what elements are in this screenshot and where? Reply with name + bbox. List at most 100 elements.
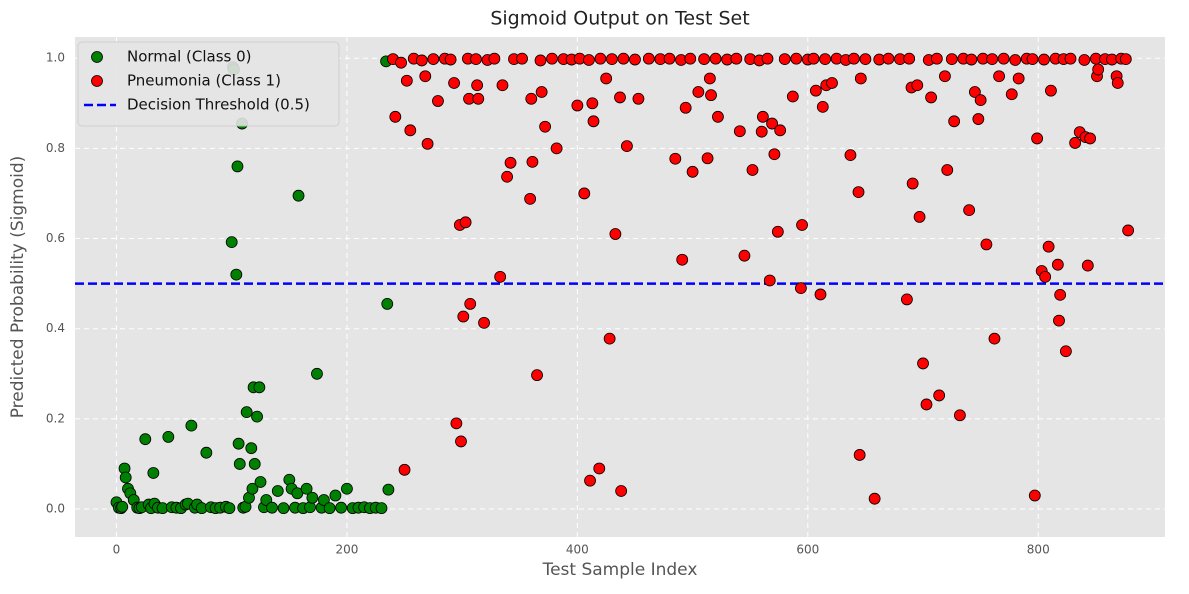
point	[1038, 53, 1050, 66]
legend: Normal (Class 0) Pneumonia (Class 1) Decis…	[77, 41, 340, 127]
point	[501, 170, 513, 183]
chart-title: Sigmoid Output on Test Set	[490, 8, 749, 30]
legend-marker	[91, 51, 103, 63]
point	[1009, 54, 1022, 66]
point	[535, 86, 548, 98]
point	[375, 502, 388, 515]
point	[705, 89, 717, 102]
point	[400, 74, 413, 87]
point	[755, 125, 768, 138]
point	[341, 482, 353, 495]
point	[550, 142, 563, 155]
point	[859, 53, 872, 65]
point	[459, 216, 472, 229]
point	[738, 249, 751, 262]
point	[1051, 258, 1064, 271]
point	[642, 52, 655, 65]
point	[404, 124, 417, 137]
point	[525, 92, 538, 105]
point	[920, 398, 933, 411]
point	[488, 52, 501, 65]
point	[911, 79, 924, 92]
point	[746, 164, 759, 176]
point	[427, 53, 440, 65]
y-tick-label: 0.2	[46, 411, 65, 425]
point	[606, 53, 618, 65]
x-tick-label: 600	[796, 543, 819, 557]
point	[790, 52, 803, 65]
point	[147, 467, 160, 479]
point	[450, 417, 463, 430]
point	[248, 458, 261, 470]
point	[1005, 88, 1018, 101]
point	[986, 53, 999, 65]
point	[701, 152, 714, 165]
point	[245, 442, 258, 455]
point	[539, 120, 552, 133]
point	[933, 389, 946, 402]
point	[1084, 132, 1097, 145]
point	[941, 164, 954, 176]
x-tick-label: 0	[113, 543, 121, 557]
legend-marker	[91, 75, 103, 87]
point	[593, 462, 606, 475]
point	[455, 435, 467, 448]
point	[768, 148, 781, 161]
point	[464, 298, 477, 310]
point	[546, 52, 558, 65]
point	[516, 52, 528, 65]
point	[965, 53, 978, 66]
point	[1012, 72, 1025, 85]
point	[496, 79, 509, 92]
point	[807, 52, 820, 65]
point	[939, 70, 951, 83]
y-tick-label: 0.8	[46, 141, 65, 155]
point	[1053, 314, 1065, 327]
point	[844, 149, 857, 162]
point	[703, 72, 716, 85]
point	[816, 100, 829, 113]
point	[584, 474, 596, 487]
point	[709, 52, 722, 65]
point	[692, 86, 705, 98]
point	[698, 53, 711, 65]
point	[997, 52, 1010, 65]
point	[444, 53, 457, 66]
point	[478, 316, 490, 329]
point	[852, 186, 865, 198]
y-tick-label: 0.0	[46, 502, 65, 516]
point	[763, 274, 776, 287]
point	[603, 332, 616, 345]
point	[1042, 240, 1055, 253]
point	[954, 409, 966, 422]
point	[676, 253, 689, 266]
point	[945, 53, 958, 65]
point	[254, 476, 267, 488]
point	[988, 332, 1001, 345]
point	[853, 449, 866, 461]
point	[679, 101, 692, 114]
point	[582, 54, 595, 66]
point	[323, 502, 336, 515]
legend-label: Normal (Class 0)	[127, 48, 252, 66]
point	[300, 482, 313, 495]
point	[684, 52, 697, 65]
point	[617, 52, 630, 65]
y-tick-label: 0.6	[46, 231, 65, 245]
point	[1039, 270, 1052, 283]
point	[629, 53, 641, 66]
point	[712, 110, 724, 123]
point	[421, 137, 434, 150]
x-tick-label: 200	[335, 543, 358, 557]
point	[271, 485, 284, 497]
point	[1122, 224, 1135, 237]
point	[382, 483, 395, 496]
point	[524, 192, 537, 205]
point	[826, 77, 838, 89]
point	[251, 410, 263, 423]
point	[882, 52, 895, 65]
point	[917, 357, 929, 370]
point	[615, 485, 628, 497]
point	[600, 72, 613, 85]
